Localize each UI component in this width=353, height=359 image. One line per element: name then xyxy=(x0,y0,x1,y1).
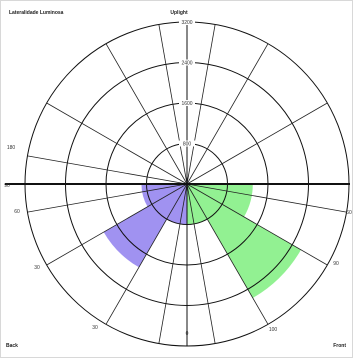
angle-label-8: 100 xyxy=(269,327,278,333)
spoke-1 xyxy=(186,102,328,185)
angle-label-2: 60 xyxy=(14,209,20,215)
angle-label-5: 30 xyxy=(92,325,98,331)
spoke-13 xyxy=(186,183,269,325)
angle-label-4: 0 xyxy=(186,331,189,337)
tick-label-layer: 800 1600 2400 3200 180 90 60 30 0 30 60 90 100 xyxy=(4,19,352,337)
ring-label-0: 800 xyxy=(183,142,192,148)
spoke-7 xyxy=(27,155,188,185)
angle-label-3: 30 xyxy=(34,265,40,271)
spoke-10 xyxy=(105,183,188,325)
spoke-layer xyxy=(5,22,350,346)
bottom-left-label: Back xyxy=(6,343,18,349)
front-wedge-2 xyxy=(187,184,253,217)
ring-label-3: 3200 xyxy=(181,20,192,26)
ring-label-bg-1 xyxy=(179,100,195,106)
spoke-12 xyxy=(186,183,216,344)
angle-label-1: 90 xyxy=(4,183,10,189)
ring-label-2: 2400 xyxy=(181,61,192,67)
spoke-11 xyxy=(158,183,188,344)
angle-label-6: 60 xyxy=(346,210,352,216)
ring-label-bg-0 xyxy=(179,140,195,147)
spoke-8 xyxy=(27,183,188,213)
back-wedge-1 xyxy=(103,184,187,268)
spoke-2 xyxy=(186,43,269,185)
ring-label-1: 1600 xyxy=(181,101,192,107)
wedge-layer xyxy=(103,184,301,298)
spoke-14 xyxy=(186,183,328,266)
spoke-6 xyxy=(46,102,188,185)
spoke-3 xyxy=(186,24,216,185)
spoke-5 xyxy=(105,43,188,185)
spoke-4 xyxy=(158,24,188,185)
spoke-9 xyxy=(46,183,188,266)
ring-label-bg-3 xyxy=(179,19,195,25)
ring-label-bg-2 xyxy=(179,59,195,66)
angle-label-7: 90 xyxy=(333,261,339,267)
angle-label-0: 180 xyxy=(7,145,16,151)
chart-title: Lateralidade Luminosa xyxy=(9,10,64,16)
top-label: Uplight xyxy=(170,10,188,16)
spoke-15 xyxy=(186,183,347,213)
bottom-right-label: Front xyxy=(333,343,346,349)
